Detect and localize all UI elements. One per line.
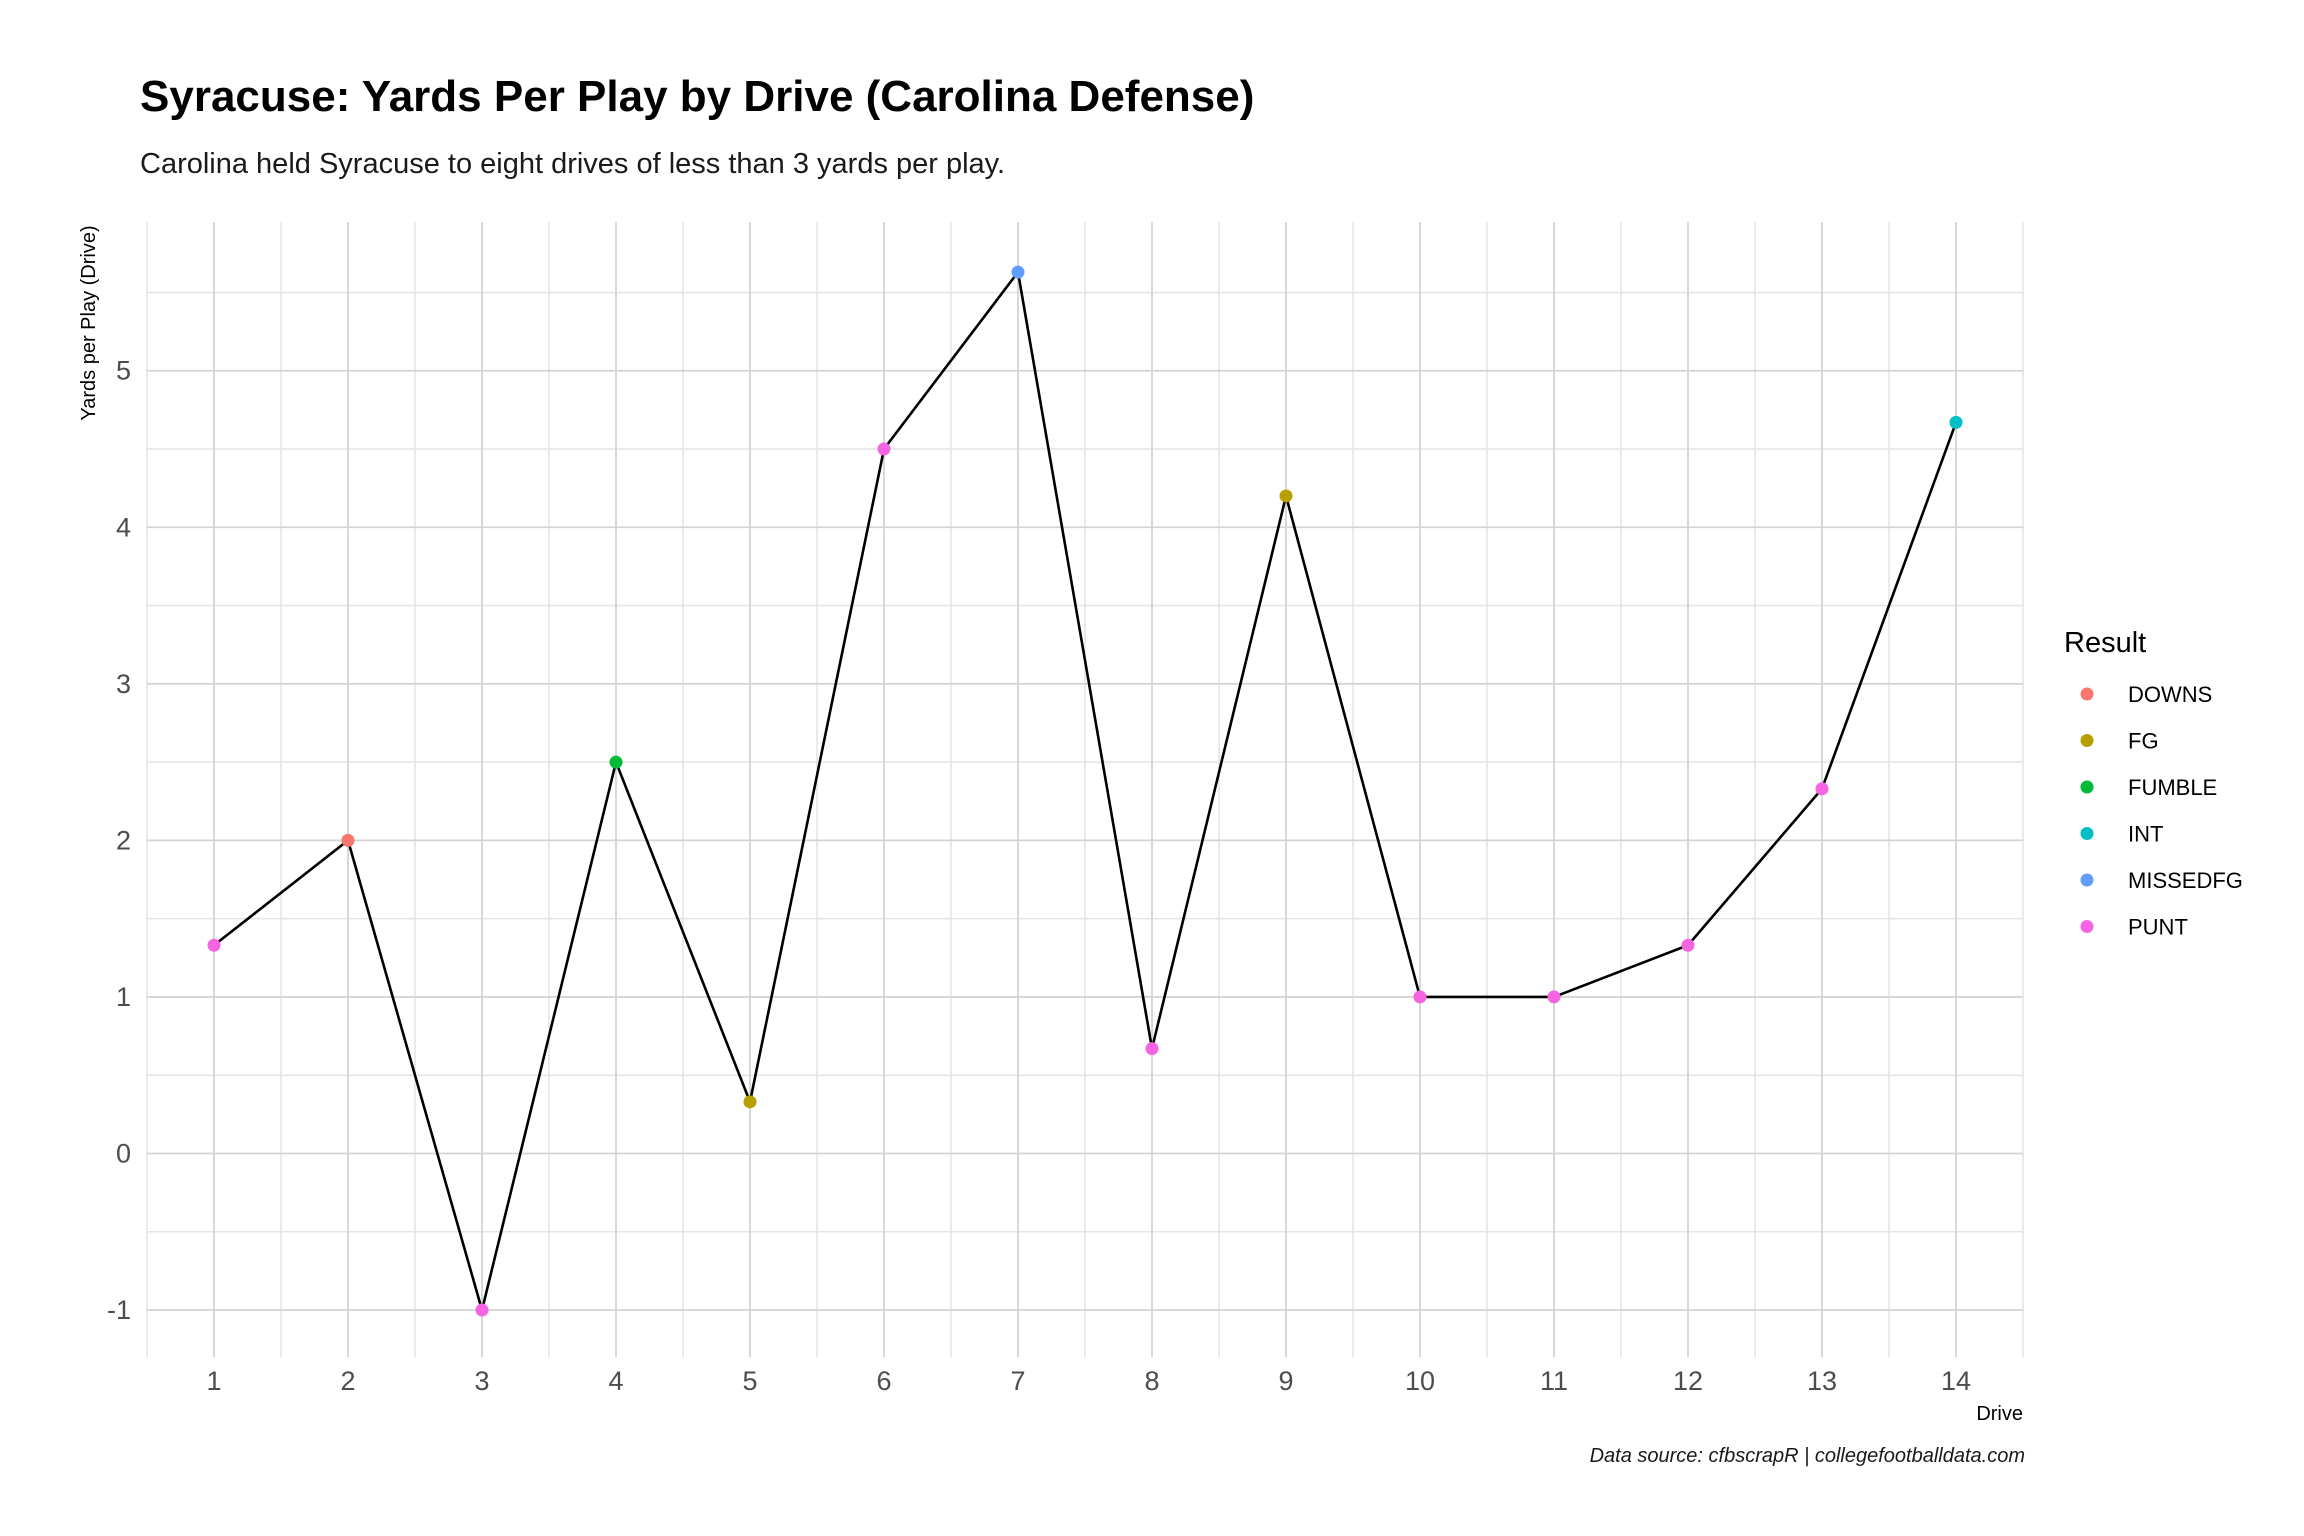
legend-label-int: INT [2128, 822, 2163, 847]
x-tick-label: 3 [474, 1366, 489, 1396]
legend-key-downs [2080, 687, 2094, 701]
data-point-drive-1 [207, 938, 221, 952]
data-point-drive-4 [609, 755, 623, 769]
data-point-drive-2 [341, 833, 355, 847]
x-tick-label: 5 [742, 1366, 757, 1396]
data-point-drive-11 [1547, 990, 1561, 1004]
chart-title: Syracuse: Yards Per Play by Drive (Carol… [140, 72, 1255, 121]
chart-caption: Data source: cfbscrapR | collegefootball… [1589, 1445, 2025, 1467]
x-tick-label: 12 [1673, 1366, 1703, 1396]
legend-title: Result [2064, 627, 2146, 659]
x-tick-label: 10 [1405, 1366, 1435, 1396]
data-point-drive-3 [475, 1303, 489, 1317]
data-point-drive-7 [1011, 265, 1025, 279]
legend-label-downs: DOWNS [2128, 682, 2212, 707]
x-tick-label: 13 [1807, 1366, 1837, 1396]
y-tick-label: 0 [116, 1138, 131, 1168]
x-tick-label: 1 [206, 1366, 221, 1396]
x-tick-label: 9 [1278, 1366, 1293, 1396]
x-tick-label: 7 [1010, 1366, 1025, 1396]
legend-label-punt: PUNT [2128, 915, 2188, 940]
y-tick-label: 1 [116, 982, 131, 1012]
data-point-drive-8 [1145, 1042, 1159, 1056]
y-axis-title: Yards per Play (Drive) [78, 225, 100, 420]
x-tick-label: 11 [1540, 1366, 1568, 1396]
legend-key-fg [2080, 734, 2094, 747]
legend-key-missedfg [2080, 873, 2094, 887]
legend-key-int [2080, 827, 2094, 840]
legend: Result DOWNS FG FUMBLE INT MISSEDFG PUNT [2064, 627, 2243, 940]
data-point-drive-13 [1815, 782, 1829, 796]
legend-key-punt [2080, 920, 2094, 933]
series-line-layer [213, 268, 1958, 1316]
x-tick-label: 14 [1941, 1366, 1971, 1396]
x-tick-label: 2 [340, 1366, 355, 1396]
y-tick-label: 2 [116, 825, 131, 855]
x-tick-label: 8 [1144, 1366, 1159, 1396]
data-point-drive-9 [1279, 489, 1293, 503]
x-tick-label: 4 [608, 1366, 623, 1396]
x-axis-title: Drive [1976, 1403, 2023, 1425]
data-point-drive-5 [743, 1095, 757, 1109]
data-point-drive-12 [1681, 938, 1695, 952]
legend-key-fumble [2080, 780, 2094, 794]
legend-label-fumble: FUMBLE [2128, 775, 2217, 800]
grid-layer [146, 222, 2024, 1357]
data-point-drive-14 [1949, 415, 1963, 429]
y-tick-label: 5 [116, 356, 131, 386]
y-tick-label: 3 [116, 669, 131, 699]
y-tick-label: 4 [116, 512, 131, 542]
legend-label-missedfg: MISSEDFG [2128, 868, 2243, 893]
data-point-drive-6 [877, 442, 891, 456]
chart-subtitle: Carolina held Syracuse to eight drives o… [140, 148, 1006, 180]
y-tick-label: -1 [107, 1295, 131, 1325]
x-tick-label: 6 [876, 1366, 891, 1396]
data-point-drive-10 [1413, 990, 1427, 1004]
data-point-layer [207, 265, 1963, 1317]
series-line [213, 268, 1958, 1316]
legend-label-fg: FG [2128, 729, 2159, 754]
